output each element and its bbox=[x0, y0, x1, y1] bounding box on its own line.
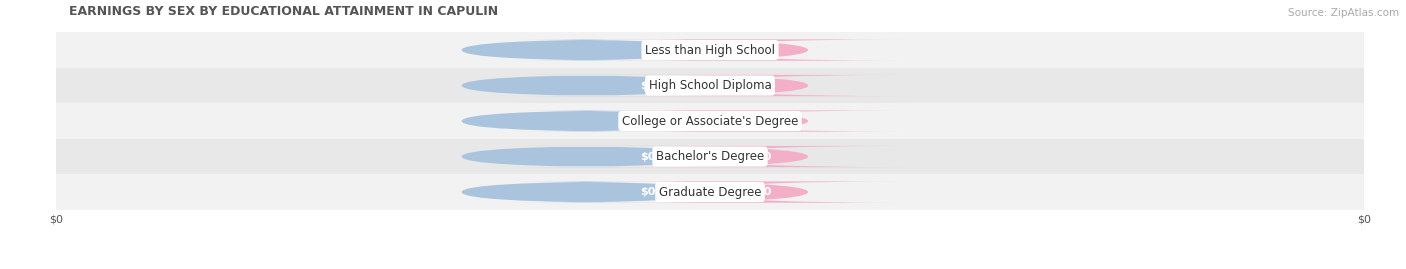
FancyBboxPatch shape bbox=[612, 181, 905, 203]
Text: Less than High School: Less than High School bbox=[645, 44, 775, 56]
Text: Bachelor's Degree: Bachelor's Degree bbox=[657, 150, 763, 163]
Text: High School Diploma: High School Diploma bbox=[648, 79, 772, 92]
FancyBboxPatch shape bbox=[461, 146, 710, 167]
Bar bbox=[56, 174, 1364, 210]
Text: $0: $0 bbox=[756, 45, 772, 55]
FancyBboxPatch shape bbox=[612, 75, 905, 96]
Text: $0: $0 bbox=[640, 116, 655, 126]
FancyBboxPatch shape bbox=[612, 39, 905, 61]
FancyBboxPatch shape bbox=[461, 39, 710, 61]
Text: EARNINGS BY SEX BY EDUCATIONAL ATTAINMENT IN CAPULIN: EARNINGS BY SEX BY EDUCATIONAL ATTAINMEN… bbox=[69, 5, 499, 18]
Text: $0: $0 bbox=[640, 151, 655, 162]
FancyBboxPatch shape bbox=[612, 110, 905, 132]
Text: $0: $0 bbox=[756, 187, 772, 197]
Text: $0: $0 bbox=[756, 80, 772, 91]
Text: $0: $0 bbox=[756, 151, 772, 162]
Bar bbox=[56, 103, 1364, 139]
Text: Graduate Degree: Graduate Degree bbox=[659, 186, 761, 199]
Bar bbox=[56, 139, 1364, 174]
Bar bbox=[56, 32, 1364, 68]
Bar bbox=[56, 68, 1364, 103]
FancyBboxPatch shape bbox=[461, 181, 710, 203]
Text: $0: $0 bbox=[640, 80, 655, 91]
Text: $0: $0 bbox=[640, 45, 655, 55]
Text: College or Associate's Degree: College or Associate's Degree bbox=[621, 115, 799, 128]
Text: $0: $0 bbox=[756, 116, 772, 126]
FancyBboxPatch shape bbox=[612, 146, 905, 167]
Text: $0: $0 bbox=[640, 187, 655, 197]
Text: Source: ZipAtlas.com: Source: ZipAtlas.com bbox=[1288, 8, 1399, 18]
FancyBboxPatch shape bbox=[461, 75, 710, 96]
FancyBboxPatch shape bbox=[461, 110, 710, 132]
